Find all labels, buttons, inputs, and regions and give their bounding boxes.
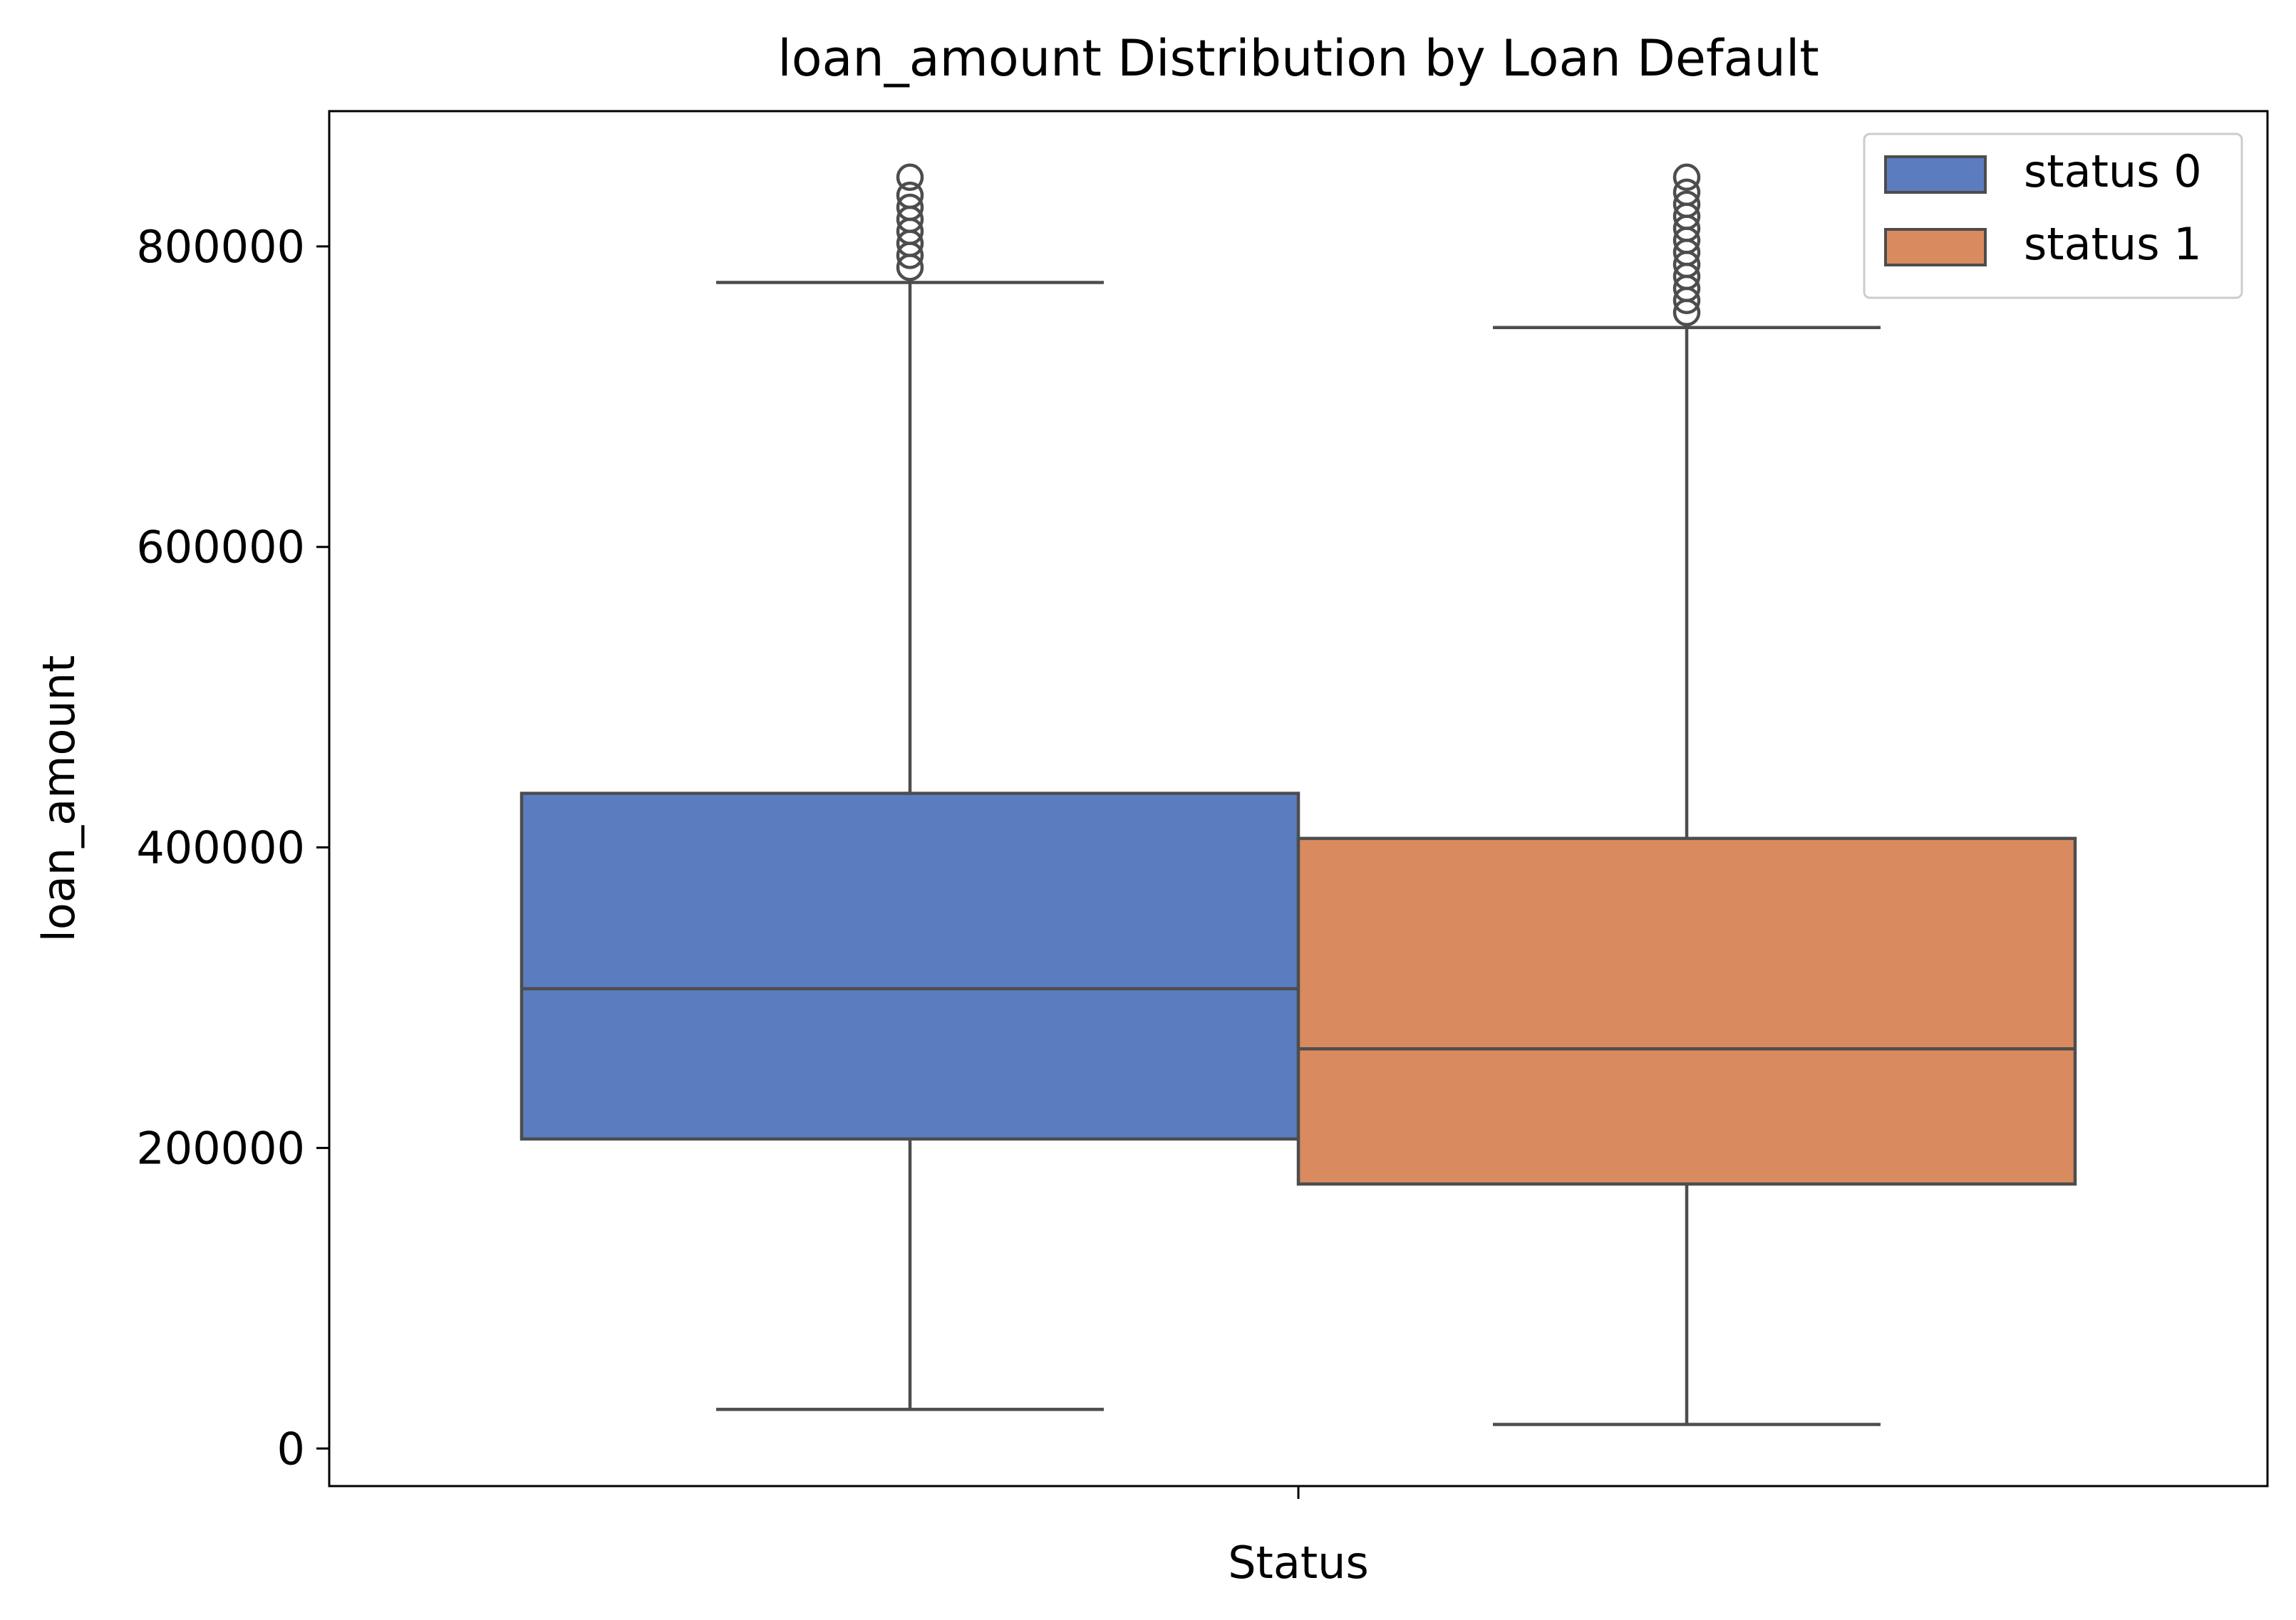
y-tick-label: 800000 bbox=[136, 221, 305, 273]
box-status-0 bbox=[519, 163, 1300, 1411]
iqr-box bbox=[1296, 836, 2077, 1186]
y-tick-label: 0 bbox=[277, 1423, 305, 1475]
x-axis-label: Status bbox=[1228, 1537, 1369, 1589]
y-tick-label: 400000 bbox=[136, 822, 305, 874]
y-tick-label: 600000 bbox=[136, 521, 305, 573]
box-status-1 bbox=[1296, 163, 2077, 1426]
outlier-point bbox=[896, 181, 924, 209]
boxes bbox=[519, 163, 2077, 1426]
iqr-box bbox=[519, 791, 1300, 1141]
y-tick-label: 200000 bbox=[136, 1122, 305, 1174]
y-axis: 0 200000 400000 600000 800000 bbox=[136, 221, 329, 1475]
legend-label: status 1 bbox=[2024, 218, 2202, 270]
chart-title: loan_amount Distribution by Loan Default bbox=[777, 29, 1819, 88]
outlier-point bbox=[1672, 190, 1701, 219]
outlier-point bbox=[896, 193, 924, 222]
legend: status 0 status 1 bbox=[1863, 133, 2243, 299]
legend-label: status 0 bbox=[2024, 145, 2202, 197]
outlier-point bbox=[1672, 178, 1701, 207]
y-axis-label: loan_amount bbox=[33, 655, 85, 943]
legend-swatch bbox=[1884, 228, 1987, 266]
legend-swatch bbox=[1884, 155, 1987, 194]
outlier-point bbox=[1672, 163, 1701, 192]
outlier-point bbox=[896, 163, 924, 192]
